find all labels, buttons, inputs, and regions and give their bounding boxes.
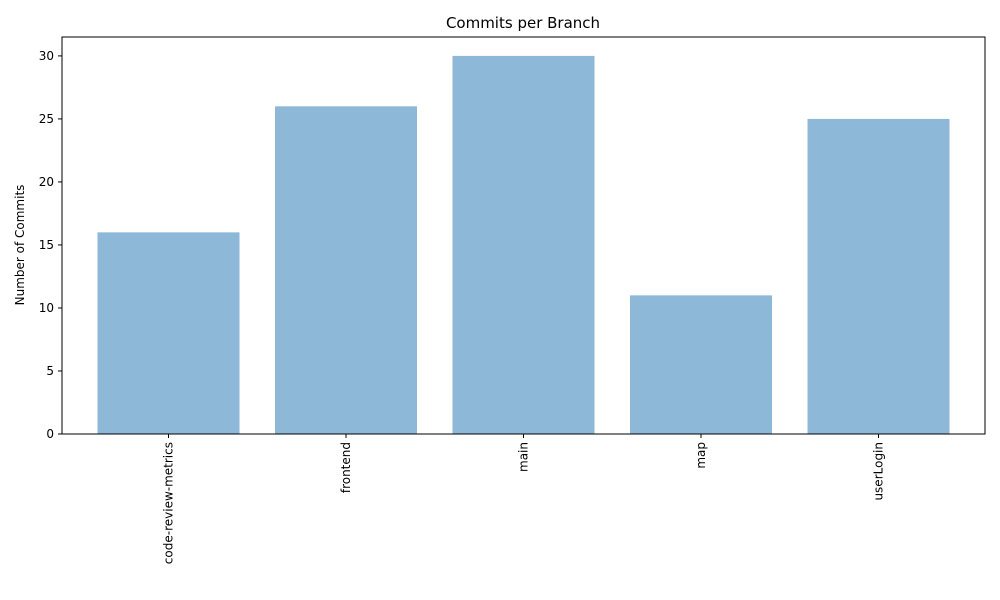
bar-map — [630, 295, 772, 434]
y-tick-label: 0 — [46, 427, 54, 441]
y-tick-label: 10 — [39, 301, 54, 315]
y-tick-label: 5 — [46, 364, 54, 378]
y-ticks: 0 5 10 15 20 25 30 — [39, 49, 62, 441]
x-tick-label: map — [694, 442, 708, 469]
y-axis-label: Number of Commits — [13, 185, 27, 306]
chart-title: Commits per Branch — [446, 14, 600, 32]
bar-userLogin — [807, 118, 950, 435]
y-tick-label: 30 — [39, 49, 54, 63]
bar-main — [452, 55, 595, 435]
y-tick-label: 25 — [39, 112, 54, 126]
y-tick-label: 20 — [39, 175, 54, 189]
bars-layer — [97, 55, 950, 435]
x-tick-label: main — [517, 442, 531, 472]
x-tick-label: code-review-metrics — [162, 442, 176, 564]
y-tick-label: 15 — [39, 238, 54, 252]
bar-frontend — [275, 106, 417, 435]
bar-code-review-metrics — [97, 232, 240, 434]
x-ticks: code-review-metrics frontend main map userLo… — [162, 434, 886, 564]
x-tick-label: frontend — [339, 442, 353, 493]
x-tick-label: userLogin — [872, 442, 886, 501]
